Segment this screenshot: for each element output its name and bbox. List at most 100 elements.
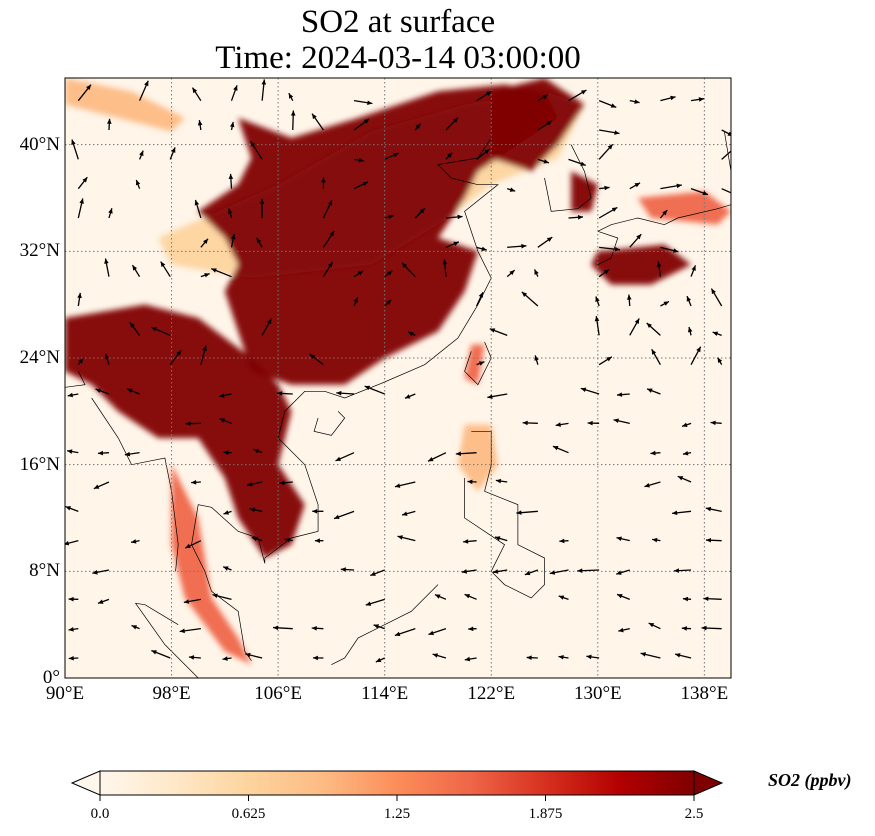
lon-tick-label: 114°E (361, 683, 409, 704)
wind-arrow (222, 566, 232, 571)
wind-arrow (537, 158, 550, 164)
coastline-segment (91, 397, 179, 572)
map-frame (64, 77, 732, 679)
wind-arrow (353, 100, 373, 106)
wind-arrow (77, 357, 84, 366)
wind-arrow (432, 653, 447, 659)
wind-arrow (434, 594, 447, 600)
wind-arrow (277, 391, 293, 396)
wind-arrow (682, 450, 692, 456)
wind-arrow (219, 393, 232, 398)
wind-arrow (249, 507, 263, 513)
wind-arrow (558, 595, 569, 600)
wind-arrow (533, 269, 539, 277)
wind-arrow (526, 655, 538, 660)
wind-arrow (259, 198, 265, 219)
wind-arrow (552, 445, 569, 454)
wind-arrow (104, 353, 110, 365)
wind-arrow (717, 357, 723, 365)
wind-arrow (492, 569, 508, 574)
wind-arrow (290, 110, 296, 131)
wind-arrow (126, 388, 140, 395)
wind-arrow (309, 353, 324, 366)
wind-arrow (476, 246, 487, 252)
wind-arrow (228, 173, 234, 189)
wind-arrow (340, 567, 355, 572)
wind-arrow (279, 480, 293, 486)
wind-arrow (151, 649, 171, 659)
wind-arrow (129, 322, 141, 336)
wind-arrow (230, 85, 238, 101)
wind-arrow (587, 420, 600, 426)
wind-arrow (559, 538, 569, 544)
wind-arrow (311, 113, 324, 131)
wind-arrow (428, 628, 447, 636)
wind-arrow (703, 596, 722, 602)
wind-arrow (487, 393, 508, 399)
wind-arrow (686, 295, 692, 307)
wind-arrow (160, 261, 171, 278)
wind-arrow (586, 654, 600, 660)
wind-arrow (690, 265, 697, 277)
wind-arrow (77, 176, 88, 190)
wind-arrow (95, 388, 110, 395)
wind-arrow (475, 291, 484, 307)
so2-plume (464, 344, 485, 385)
wind-arrow (322, 199, 333, 219)
wind-arrow (427, 452, 447, 462)
lat-tick-label: 24°N (19, 347, 60, 368)
wind-arrow (68, 596, 79, 602)
wind-arrow (476, 361, 485, 366)
wind-arrow (229, 121, 235, 131)
wind-arrow (169, 147, 176, 160)
wind-arrow (507, 243, 527, 249)
wind-arrow (616, 569, 630, 575)
wind-arrow (414, 123, 422, 131)
wind-arrow (227, 208, 233, 219)
wind-arrow (650, 450, 661, 456)
wind-arrow (212, 593, 232, 600)
wind-arrow (404, 393, 416, 399)
wind-arrow (549, 569, 569, 575)
lat-tick-label: 8°N (29, 560, 60, 582)
wind-arrow (677, 475, 692, 483)
wind-arrow (188, 655, 201, 660)
wind-arrow (594, 316, 600, 336)
lon-tick-label: 122°E (467, 683, 516, 704)
wind-arrow (455, 451, 477, 456)
wind-arrow (373, 624, 385, 630)
wind-arrow (370, 569, 385, 577)
wind-arrow (616, 593, 631, 600)
wind-arrow (651, 348, 661, 365)
wind-arrow (672, 510, 692, 516)
wind-arrow (674, 653, 692, 659)
wind-arrow (468, 626, 477, 632)
wind-arrow (253, 448, 263, 454)
wind-arrow (353, 118, 370, 131)
wind-arrow (138, 150, 144, 160)
wind-arrow (461, 569, 477, 574)
wind-arrow (256, 237, 263, 248)
coastline-segment (544, 144, 592, 212)
wind-arrow (710, 420, 722, 426)
wind-arrow (314, 538, 324, 544)
wind-arrow (124, 451, 140, 457)
wind-arrow (568, 89, 587, 102)
wind-arrow (537, 120, 553, 131)
wind-arrow (223, 450, 232, 455)
wind-arrow (200, 345, 207, 365)
lon-tick-label: 106°E (254, 683, 302, 704)
so2-plume (65, 78, 185, 132)
wind-arrow (521, 291, 539, 307)
wind-arrow (690, 188, 709, 196)
wind-arrow (222, 656, 232, 661)
wind-arrow (384, 152, 399, 160)
wind-arrow (77, 198, 84, 219)
wind-arrow (394, 481, 416, 488)
lon-tick-label: 130°E (573, 683, 622, 704)
wind-arrow (93, 481, 110, 490)
wind-arrow (68, 655, 79, 661)
wind-arrow (646, 322, 661, 336)
wind-arrow (92, 569, 110, 575)
